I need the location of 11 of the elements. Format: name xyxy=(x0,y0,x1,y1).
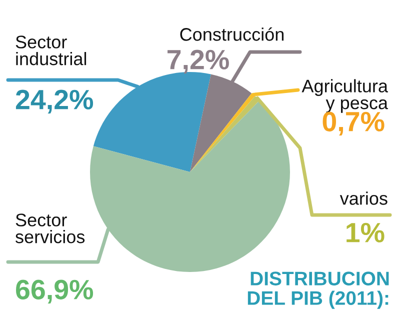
data-label: 0,7% xyxy=(322,112,384,136)
slice-label: Agricultura y pesca xyxy=(302,79,388,113)
data-label: 7,2% xyxy=(168,50,229,74)
slice-label: Sector servicios xyxy=(16,214,85,244)
text: DISTRIBUCION DEL PIB (2011): xyxy=(248,272,389,309)
slice-label: Sector industrial xyxy=(16,36,86,66)
slice-label: Construcción xyxy=(180,27,284,41)
data-label: 24,2% xyxy=(16,90,94,114)
slice-label: varios xyxy=(340,192,388,205)
data-label: 1% xyxy=(346,222,384,242)
data-label: 66,9% xyxy=(16,280,94,304)
